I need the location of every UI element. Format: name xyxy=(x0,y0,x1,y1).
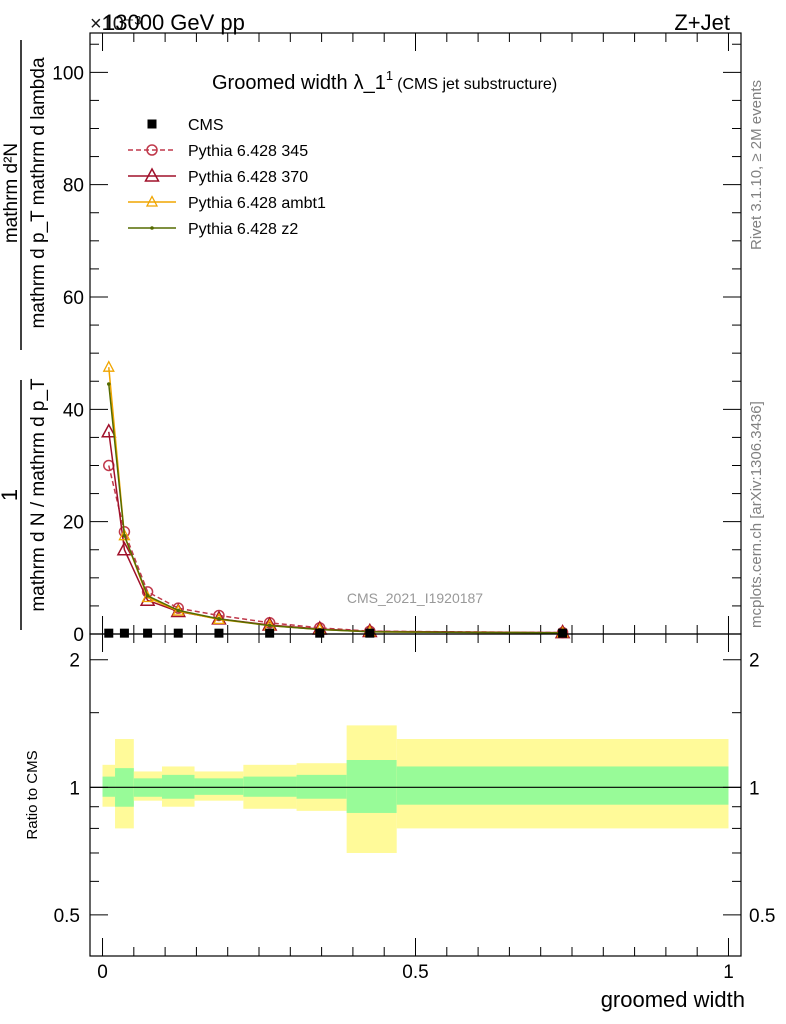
data-point-ambt1 xyxy=(102,360,115,372)
legend-label: CMS xyxy=(188,117,224,134)
data-point-cms xyxy=(143,628,153,638)
mcplots-label: mcplots.cern.ch [arXiv:1306.3436] xyxy=(748,401,765,628)
ratio-band-inner xyxy=(396,766,729,805)
watermark: CMS_2021_I1920187 xyxy=(347,590,483,606)
data-point-cms xyxy=(104,628,114,638)
data-point-ambt1 xyxy=(145,195,159,207)
y-axis-label: 1 mathrm d N / mathrm d p_T mathrm d²N m… xyxy=(0,40,49,630)
y-label-lower-den: mathrm d p_T mathrm d lambda xyxy=(28,57,49,328)
y-exponent-label: ×10⁻³ xyxy=(90,13,141,35)
data-point-ambt1 xyxy=(118,528,131,541)
ratio-band-inner xyxy=(194,778,244,795)
ratio-y-tick-label: 0.5 xyxy=(749,906,775,927)
series-line xyxy=(108,465,563,634)
plot-title: Groomed width λ_11(CMS jet substructure) xyxy=(212,68,557,94)
y-label-lower-num: mathrm d²N xyxy=(1,143,22,243)
ratio-band-inner xyxy=(102,776,116,797)
energy-label: 13000 GeV pp xyxy=(103,10,245,35)
y-label-upper-num: 1 xyxy=(0,489,22,501)
data-point-z2 xyxy=(145,594,150,598)
y-tick-label: 0 xyxy=(73,625,84,646)
x-tick-label: 1 xyxy=(723,962,734,983)
y-tick-label: 20 xyxy=(63,513,84,534)
title-main: Groomed width λ_11(CMS jet substructure) xyxy=(212,68,557,94)
data-point-z2 xyxy=(150,226,154,230)
ratio-y-tick-label: 2 xyxy=(749,651,760,672)
data-point-370 xyxy=(144,167,160,182)
data-point-cms xyxy=(315,628,325,638)
legend-label: Pythia 6.428 z2 xyxy=(188,221,298,238)
data-point-cms xyxy=(119,628,129,638)
legend-label: Pythia 6.428 ambt1 xyxy=(188,195,326,212)
data-point-z2 xyxy=(106,382,111,386)
y-tick-label: 100 xyxy=(52,63,84,84)
data-point-cms xyxy=(365,628,375,638)
data-point-cms xyxy=(558,628,568,638)
data-point-z2 xyxy=(267,623,272,628)
data-point-345 xyxy=(146,144,158,156)
ratio-band-inner xyxy=(243,776,297,797)
ratio-y-tick-label: 2 xyxy=(69,651,80,672)
data-point-z2 xyxy=(122,533,127,538)
process-label: Z+Jet xyxy=(674,10,730,35)
legend: CMS Pythia 6.428 345 Pythia 6.428 370 Pythi… xyxy=(128,117,326,238)
data-point-z2 xyxy=(176,608,181,613)
ratio-y-tick-label: 1 xyxy=(749,778,760,799)
data-point-cms xyxy=(265,628,275,638)
data-point-cms xyxy=(173,628,183,638)
data-point-370 xyxy=(116,541,133,556)
ratio-y-tick-label: 1 xyxy=(69,778,80,799)
data-point-z2 xyxy=(217,617,221,621)
ratio-y-tick-label: 0.5 xyxy=(54,906,80,927)
y-tick-label: 60 xyxy=(63,288,84,309)
series-line xyxy=(108,367,563,634)
legend-label: Pythia 6.428 345 xyxy=(188,143,308,160)
data-point-cms xyxy=(214,628,224,638)
data-point-cms xyxy=(147,119,157,129)
series-line xyxy=(108,431,563,634)
y-label-upper-den: mathrm d N / mathrm d p_T xyxy=(28,378,49,612)
y-tick-label: 40 xyxy=(63,400,84,421)
y-tick-label: 80 xyxy=(63,176,84,197)
x-axis-label: groomed width xyxy=(601,987,745,1012)
rivet-label: Rivet 3.1.10, ≥ 2M events xyxy=(748,80,765,250)
data-point-370 xyxy=(101,423,117,438)
x-tick-label: 0.5 xyxy=(402,962,428,983)
x-tick-label: 0 xyxy=(97,962,108,983)
ratio-band-inner xyxy=(346,760,397,813)
series-line xyxy=(108,383,563,634)
ratio-panel: 0 0.5 1 0.5 0.5 1 1 2 2 xyxy=(54,633,775,983)
ratio-y-label: Ratio to CMS xyxy=(24,750,41,839)
legend-label: Pythia 6.428 370 xyxy=(188,169,308,186)
